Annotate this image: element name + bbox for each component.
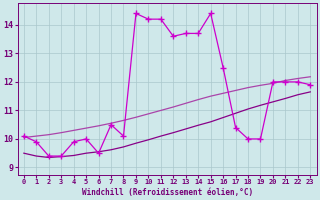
X-axis label: Windchill (Refroidissement éolien,°C): Windchill (Refroidissement éolien,°C): [82, 188, 253, 197]
